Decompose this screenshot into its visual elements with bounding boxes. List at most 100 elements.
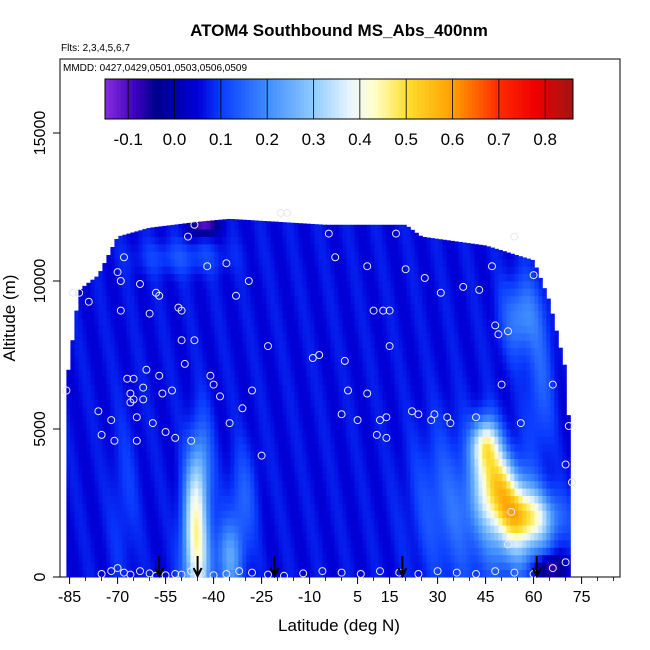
heatmap-cell (314, 332, 319, 341)
heatmap-cell (274, 325, 279, 334)
heatmap-cell (234, 436, 239, 445)
heatmap-cell (178, 414, 183, 422)
heatmap-cell (486, 281, 491, 289)
heatmap-cell (486, 480, 491, 489)
heatmap-cell (246, 458, 251, 467)
heatmap-cell (118, 340, 123, 348)
heatmap-cell (338, 347, 343, 356)
heatmap-cell (66, 525, 71, 533)
heatmap-cell (274, 547, 279, 556)
heatmap-cell (470, 562, 475, 570)
heatmap-cell (338, 525, 343, 533)
heatmap-cell (166, 421, 171, 430)
heatmap-cell (310, 258, 315, 267)
heatmap-cell (318, 251, 323, 260)
heatmap-cell (374, 510, 379, 519)
heatmap-cell (430, 355, 435, 363)
heatmap-cell (142, 399, 147, 408)
heatmap-cell (342, 347, 347, 356)
heatmap-cell (334, 295, 339, 304)
heatmap-cell (358, 229, 363, 237)
heatmap-cell (346, 332, 351, 341)
heatmap-cell (390, 414, 395, 422)
heatmap-cell (114, 525, 119, 533)
heatmap-cell (454, 495, 459, 504)
heatmap-cell (286, 421, 291, 430)
heatmap-cell (174, 443, 179, 452)
heatmap-cell (114, 510, 119, 519)
heatmap-cell (490, 414, 495, 422)
heatmap-cell (354, 406, 359, 415)
heatmap-cell (206, 310, 211, 319)
heatmap-cell (466, 266, 471, 274)
heatmap-cell (114, 266, 119, 274)
heatmap-cell (266, 429, 271, 437)
heatmap-cell (354, 443, 359, 452)
heatmap-cell (226, 244, 231, 252)
heatmap-cell (202, 562, 207, 570)
heatmap-cell (270, 221, 275, 230)
heatmap-cell (282, 510, 287, 519)
heatmap-cell (250, 369, 255, 378)
heatmap-cell (262, 266, 267, 274)
heatmap-cell (454, 281, 459, 289)
heatmap-cell (210, 488, 215, 496)
heatmap-cell (170, 414, 175, 422)
heatmap-cell (350, 347, 355, 356)
heatmap-cell (482, 281, 487, 289)
heatmap-cell (370, 236, 375, 245)
heatmap-cell (286, 340, 291, 348)
heatmap-cell (310, 266, 315, 274)
heatmap-cell (298, 251, 303, 260)
heatmap-cell (326, 510, 331, 519)
heatmap-cell (446, 318, 451, 326)
heatmap-cell (306, 466, 311, 474)
heatmap-cell (106, 466, 111, 474)
heatmap-cell (230, 503, 235, 511)
heatmap-cell (418, 273, 423, 282)
heatmap-cell (482, 421, 487, 430)
heatmap-cell (218, 221, 223, 230)
heatmap-cell (386, 340, 391, 348)
heatmap-cell (378, 224, 383, 230)
heatmap-cell (302, 421, 307, 430)
heatmap-cell (90, 443, 95, 452)
heatmap-cell (434, 281, 439, 289)
heatmap-cell (302, 362, 307, 371)
heatmap-cell (470, 495, 475, 504)
heatmap-cell (426, 303, 431, 311)
heatmap-cell (358, 384, 363, 393)
heatmap-cell (358, 236, 363, 245)
heatmap-cell (102, 369, 107, 378)
heatmap-cell (402, 517, 407, 526)
heatmap-cell (126, 540, 131, 548)
heatmap-cell (346, 295, 351, 304)
heatmap-cell (170, 229, 175, 237)
heatmap-cell (486, 340, 491, 348)
heatmap-cell (114, 503, 119, 511)
heatmap-cell (210, 332, 215, 341)
heatmap-cell (142, 451, 147, 459)
heatmap-cell (394, 310, 399, 319)
heatmap-cell (282, 473, 287, 482)
heatmap-cell (226, 569, 231, 578)
heatmap-cell (294, 258, 299, 267)
heatmap-cell (230, 310, 235, 319)
heatmap-cell (366, 458, 371, 467)
heatmap-cell (218, 532, 223, 541)
heatmap-cell (130, 325, 135, 334)
heatmap-cell (242, 540, 247, 548)
heatmap-cell (98, 547, 103, 556)
heatmap-cell (102, 399, 107, 408)
heatmap-cell (462, 429, 467, 437)
heatmap-cell (426, 406, 431, 415)
heatmap-cell (202, 229, 207, 237)
heatmap-cell (158, 377, 163, 385)
heatmap-cell (90, 332, 95, 341)
heatmap-cell (470, 325, 475, 334)
heatmap-cell (174, 229, 179, 237)
heatmap-cell (362, 406, 367, 415)
heatmap-cell (230, 325, 235, 334)
heatmap-cell (134, 488, 139, 496)
heatmap-cell (114, 480, 119, 489)
